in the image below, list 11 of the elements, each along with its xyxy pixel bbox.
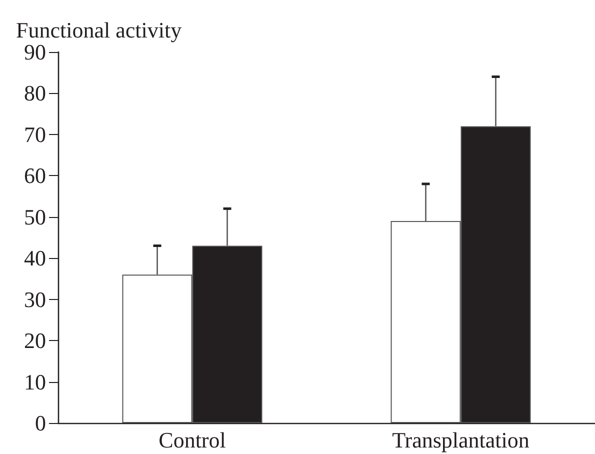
x-tick-label: Transplantation xyxy=(392,428,530,452)
x-tick-label: Control xyxy=(158,428,226,452)
y-tick-label: 80 xyxy=(24,80,46,106)
y-tick-label: 30 xyxy=(24,286,46,312)
y-tick-label: 40 xyxy=(24,246,46,271)
y-tick-label: 70 xyxy=(24,122,46,147)
y-tick-label: 0 xyxy=(35,410,46,436)
y-tick-label: 60 xyxy=(24,163,46,188)
y-tick-label: 50 xyxy=(24,204,46,230)
y-tick-label: 20 xyxy=(24,328,46,354)
y-tick-label: 10 xyxy=(24,369,46,394)
